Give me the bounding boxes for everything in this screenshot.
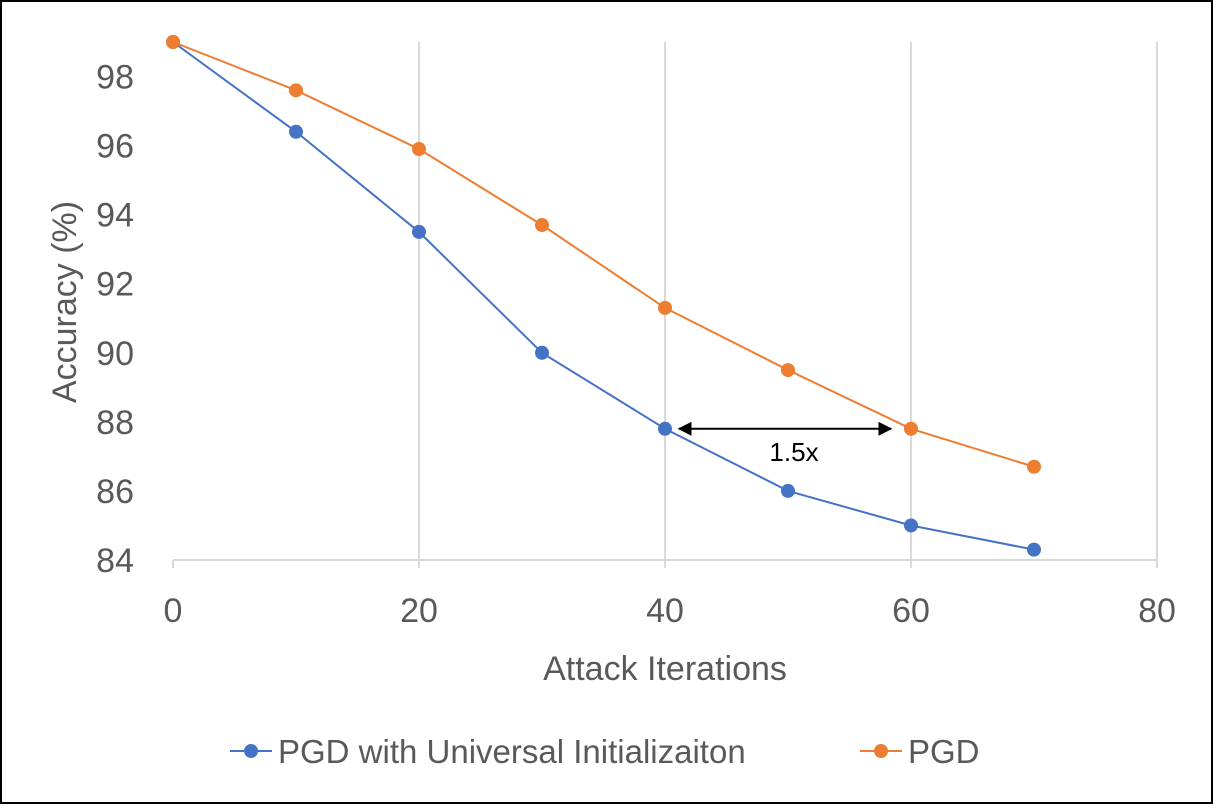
data-point xyxy=(904,421,918,436)
y-axis-ticks: 84 86 88 90 92 94 96 98 xyxy=(96,59,134,580)
series-0 xyxy=(166,35,1041,557)
x-tick-label: 40 xyxy=(646,592,684,630)
legend-item-universal: PGD with Universal Initializaiton xyxy=(230,733,746,770)
data-point xyxy=(289,83,303,98)
x-tick-label: 20 xyxy=(400,592,438,630)
y-tick-label: 92 xyxy=(96,266,134,304)
legend-label-pgd: PGD xyxy=(908,733,980,770)
x-tick-label: 0 xyxy=(164,592,183,630)
series-line xyxy=(172,41,1035,551)
data-point xyxy=(289,124,303,139)
legend: PGD with Universal Initializaiton PGD xyxy=(230,733,980,770)
y-tick-label: 90 xyxy=(96,335,134,373)
data-point xyxy=(1027,542,1041,557)
series-1 xyxy=(166,35,1041,474)
series-line xyxy=(172,41,1035,468)
x-tick-label: 60 xyxy=(892,592,930,630)
gridlines xyxy=(172,42,1158,568)
data-point xyxy=(535,345,549,360)
annotations: 1.5x xyxy=(677,421,893,467)
data-point xyxy=(781,363,795,378)
y-tick-label: 98 xyxy=(96,59,134,97)
y-tick-label: 96 xyxy=(96,128,134,166)
y-tick-label: 86 xyxy=(96,473,134,511)
legend-item-pgd: PGD xyxy=(860,733,980,770)
data-point xyxy=(1027,459,1041,474)
data-point xyxy=(904,518,918,533)
series xyxy=(166,35,1041,557)
y-tick-label: 88 xyxy=(96,404,134,442)
y-axis-title: Accuracy (%) xyxy=(46,201,84,403)
y-tick-label: 84 xyxy=(96,542,134,580)
data-point xyxy=(412,224,426,239)
data-point xyxy=(412,142,426,157)
data-point xyxy=(535,218,549,233)
data-point xyxy=(166,35,180,49)
data-point xyxy=(781,483,795,498)
y-tick-label: 94 xyxy=(96,197,134,235)
data-point xyxy=(658,421,672,436)
legend-label-universal: PGD with Universal Initializaiton xyxy=(278,733,746,770)
data-point xyxy=(658,300,672,315)
x-tick-label: 80 xyxy=(1138,592,1176,630)
x-axis-ticks: 0 20 40 60 80 xyxy=(164,592,1176,630)
x-axis-title: Attack Iterations xyxy=(543,650,787,688)
annotation-label: 1.5x xyxy=(769,437,818,467)
